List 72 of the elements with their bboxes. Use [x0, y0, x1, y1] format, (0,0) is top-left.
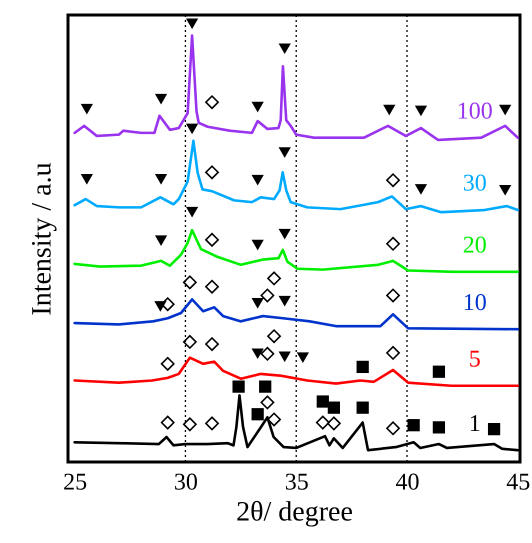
x-axis-title: 2θ/ degree	[236, 496, 353, 528]
point	[267, 271, 281, 286]
point	[278, 43, 291, 54]
point	[278, 147, 291, 158]
point	[260, 395, 274, 410]
point	[386, 346, 400, 360]
point	[205, 416, 219, 430]
point	[356, 402, 369, 414]
point	[414, 184, 428, 195]
point	[386, 421, 400, 436]
point	[386, 236, 400, 251]
point	[278, 296, 291, 306]
x-tick-label: 35	[284, 470, 309, 496]
point	[408, 419, 420, 432]
point	[488, 423, 500, 436]
point	[80, 174, 93, 185]
point	[499, 104, 512, 116]
point	[328, 402, 340, 414]
point	[186, 206, 198, 218]
point	[154, 174, 168, 185]
point	[432, 366, 446, 378]
x-tick-label: 45	[506, 470, 530, 496]
point	[316, 416, 330, 430]
point	[356, 360, 369, 374]
point	[182, 417, 197, 432]
point	[316, 395, 329, 408]
point	[252, 408, 264, 420]
point	[260, 288, 274, 302]
point	[259, 380, 272, 393]
point	[205, 232, 219, 247]
point	[252, 240, 264, 250]
point	[205, 337, 219, 352]
point	[383, 104, 396, 116]
point	[386, 173, 400, 188]
point	[278, 352, 291, 362]
series-label: 5	[468, 346, 481, 372]
point	[386, 288, 400, 302]
point	[80, 104, 93, 115]
point	[252, 102, 264, 112]
point	[205, 280, 219, 294]
point	[252, 298, 264, 309]
point	[205, 95, 219, 110]
point	[432, 421, 446, 434]
point	[326, 416, 341, 430]
point	[296, 352, 309, 364]
series-label: 1	[468, 410, 481, 437]
series-label: 30	[462, 170, 487, 197]
point	[160, 356, 175, 371]
point	[252, 174, 264, 186]
point	[499, 184, 512, 196]
point	[232, 380, 245, 393]
series-label: 10	[462, 290, 487, 316]
point	[252, 348, 264, 360]
point	[278, 228, 291, 240]
point	[186, 124, 198, 134]
point	[154, 235, 168, 246]
point	[414, 106, 428, 116]
point	[267, 329, 281, 344]
point	[205, 165, 219, 180]
series-label: 20	[462, 232, 487, 259]
series-label: 100	[456, 98, 493, 124]
point	[182, 335, 197, 349]
point	[154, 94, 168, 104]
point	[267, 412, 281, 426]
x-tick-label: 25	[63, 470, 88, 496]
point	[260, 346, 274, 361]
y-axis-title: Intensity / a.u	[26, 162, 58, 316]
point	[186, 18, 198, 30]
x-tick-label: 40	[396, 470, 420, 496]
x-tick-label: 30	[174, 470, 198, 496]
point	[182, 275, 197, 290]
point	[160, 416, 175, 430]
